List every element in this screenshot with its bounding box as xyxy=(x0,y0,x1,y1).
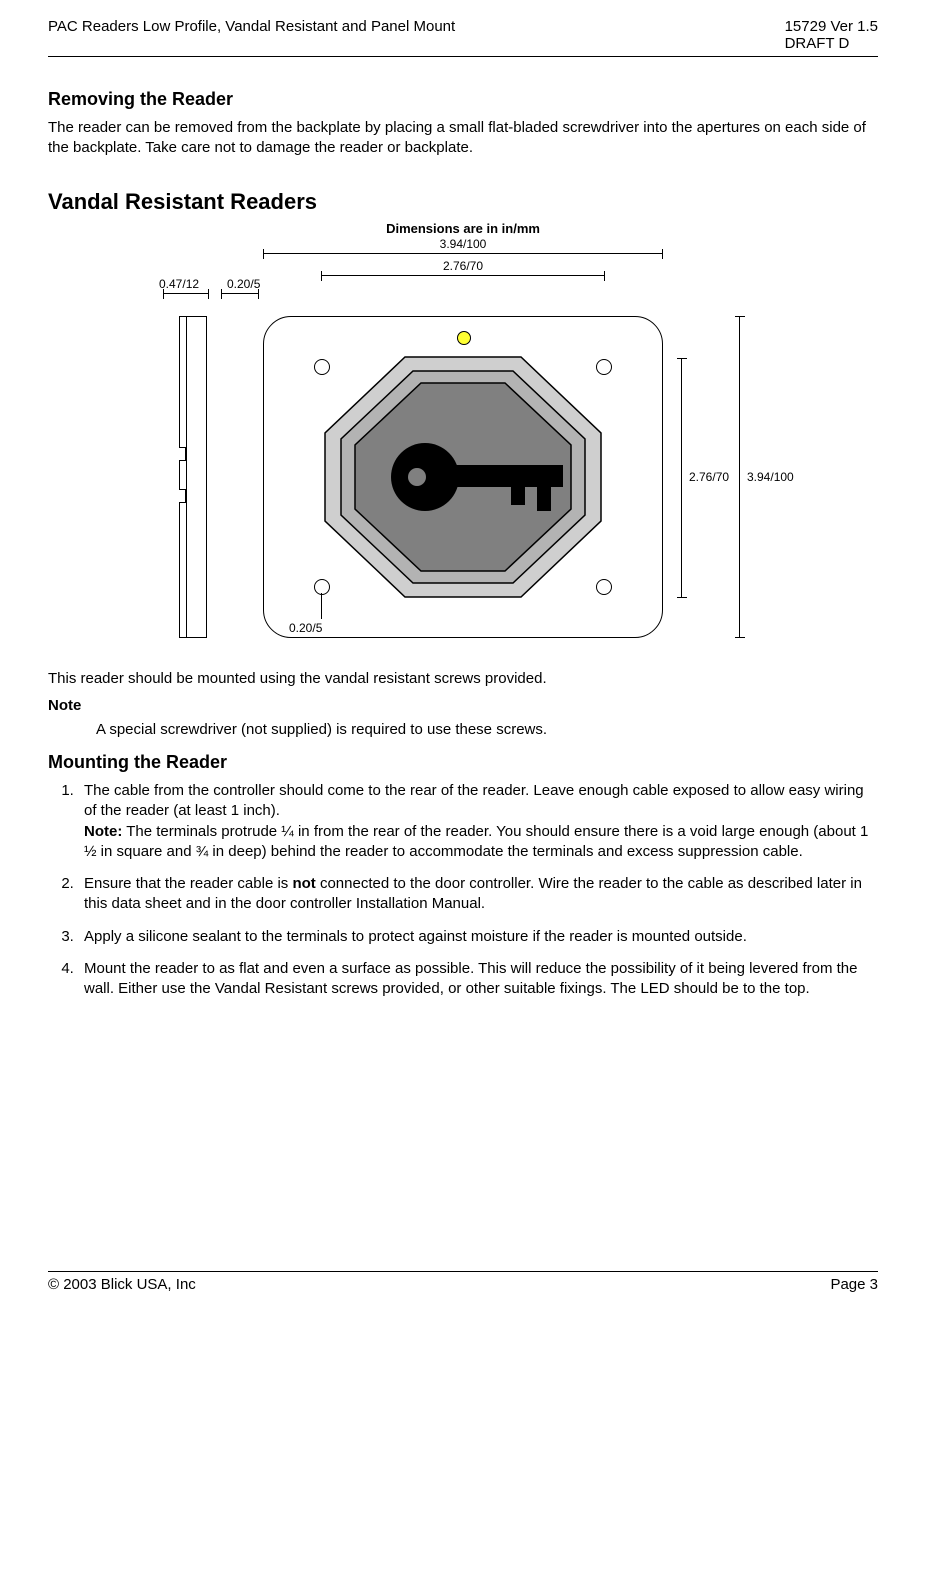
blank-space xyxy=(48,1011,878,1271)
dim-bottom-small: 0.20/5 xyxy=(289,621,322,635)
footer-rule xyxy=(48,1271,878,1272)
step-2-bold: not xyxy=(292,875,315,892)
dim-top-inner: 2.76/70 xyxy=(443,259,483,273)
note-body: A special screwdriver (not supplied) is … xyxy=(96,720,878,740)
step-1a: The cable from the controller should com… xyxy=(84,782,864,819)
section-title-mounting: Mounting the Reader xyxy=(48,752,878,773)
section-title-removing: Removing the Reader xyxy=(48,89,878,110)
reader-front-plate xyxy=(263,316,663,638)
step-1: The cable from the controller should com… xyxy=(78,781,878,862)
section1-body: The reader can be removed from the backp… xyxy=(48,118,878,159)
dim-right-outer: 3.94/100 xyxy=(747,470,794,484)
dim-bar-top-inner xyxy=(321,275,605,276)
dim-bar-top-outer xyxy=(263,253,663,254)
header-rule xyxy=(48,56,878,57)
step-1-note-label: Note: xyxy=(84,823,122,840)
dim-leader-bottom xyxy=(321,593,322,619)
step-2: Ensure that the reader cable is not conn… xyxy=(78,874,878,915)
side-view-divider xyxy=(186,317,187,637)
section2-body: This reader should be mounted using the … xyxy=(48,669,878,689)
step-2a: Ensure that the reader cable is xyxy=(84,875,292,892)
reader-face-svg xyxy=(313,347,613,607)
header-draft: DRAFT D xyxy=(785,35,878,52)
reader-side-view xyxy=(179,316,207,638)
side-notch-upper xyxy=(179,447,186,461)
step-1b: The terminals protrude ¼ in from the rea… xyxy=(84,823,868,860)
dim-bar-right-inner xyxy=(681,358,682,598)
dim-top-outer: 3.94/100 xyxy=(440,237,487,251)
footer-right: Page 3 xyxy=(830,1276,878,1293)
step-3: Apply a silicone sealant to the terminal… xyxy=(78,927,878,947)
side-notch-lower xyxy=(179,489,186,503)
page: PAC Readers Low Profile, Vandal Resistan… xyxy=(0,0,926,1321)
dim-bar-right-outer xyxy=(739,316,740,638)
header-version: 15729 Ver 1.5 xyxy=(785,18,878,35)
dim-left-thick: 0.47/12 xyxy=(159,277,199,291)
page-header: PAC Readers Low Profile, Vandal Resistan… xyxy=(48,18,878,52)
header-left: PAC Readers Low Profile, Vandal Resistan… xyxy=(48,18,455,52)
note-label: Note xyxy=(48,697,878,714)
page-footer: © 2003 Blick USA, Inc Page 3 xyxy=(48,1276,878,1293)
dim-bar-left-gap xyxy=(221,293,259,294)
mounting-steps: The cable from the controller should com… xyxy=(48,781,878,999)
dim-bar-left-thick xyxy=(163,293,209,294)
dim-right-inner: 2.76/70 xyxy=(689,470,729,484)
led-indicator xyxy=(457,331,471,345)
step-4: Mount the reader to as flat and even a s… xyxy=(78,959,878,1000)
section-title-vandal: Vandal Resistant Readers xyxy=(48,189,878,215)
reader-diagram: Dimensions are in in/mm 3.94/100 2.76/70… xyxy=(103,221,823,661)
footer-left: © 2003 Blick USA, Inc xyxy=(48,1276,196,1293)
dimension-units-label: Dimensions are in in/mm xyxy=(386,221,540,236)
header-right: 15729 Ver 1.5 DRAFT D xyxy=(785,18,878,52)
dim-left-gap: 0.20/5 xyxy=(227,277,260,291)
